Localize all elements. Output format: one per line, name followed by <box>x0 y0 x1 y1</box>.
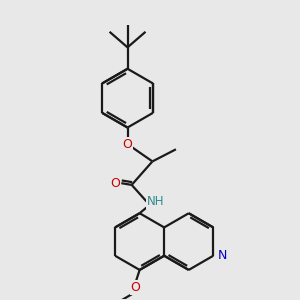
Text: O: O <box>110 177 120 190</box>
Text: O: O <box>130 281 140 294</box>
Text: O: O <box>123 138 133 151</box>
Text: NH: NH <box>147 195 165 208</box>
Text: N: N <box>218 249 227 262</box>
